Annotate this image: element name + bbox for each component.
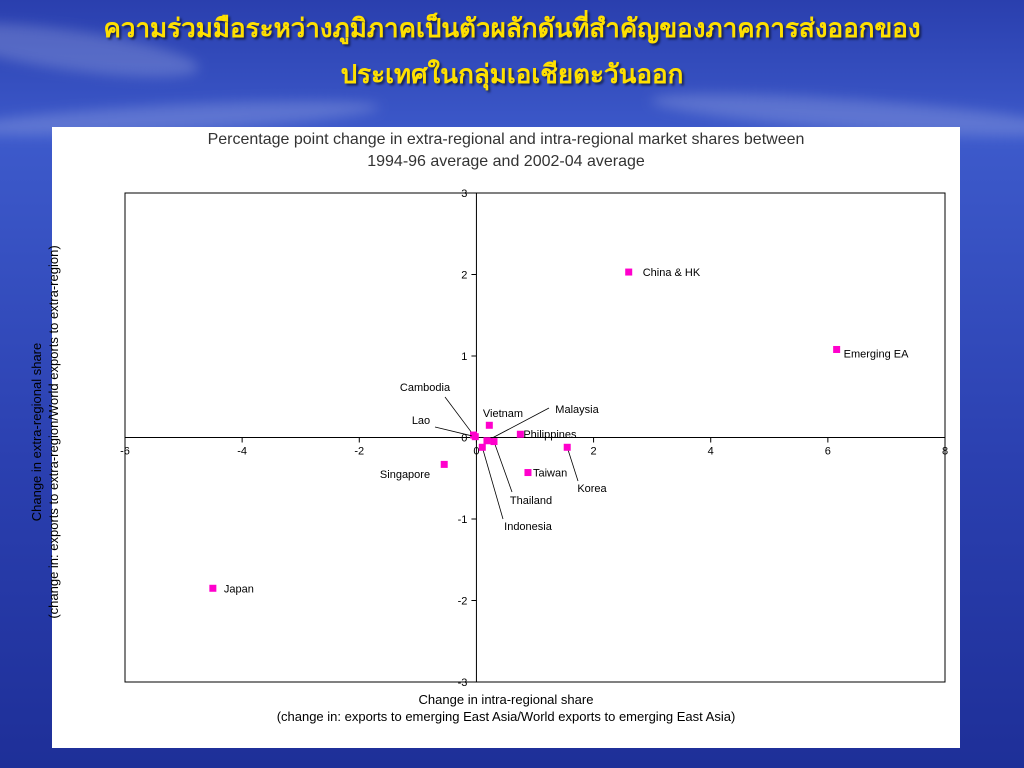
slide-title-line-1: ความร่วมมือระหว่างภูมิภาคเป็นตัวผลักดันท… bbox=[103, 14, 921, 44]
x-tick-label: 0 bbox=[473, 446, 479, 458]
point-philippines bbox=[516, 430, 524, 438]
x-tick-label: 2 bbox=[591, 446, 597, 458]
x-axis-title-line-1: Change in intra-regional share bbox=[418, 692, 594, 707]
leader-line-korea bbox=[566, 447, 579, 482]
point-taiwan bbox=[524, 469, 532, 477]
y-tick-label: 0 bbox=[461, 433, 467, 445]
point-label-korea: Korea bbox=[577, 483, 607, 495]
y-tick-label: 3 bbox=[461, 188, 467, 200]
point-label-lao: Lao bbox=[412, 415, 430, 427]
y-axis-title: Change in extra-regional share (change i… bbox=[28, 212, 62, 652]
point-emerging-ea bbox=[833, 345, 841, 353]
x-axis-title-line-2: (change in: exports to emerging East Asi… bbox=[276, 709, 736, 724]
point-label-singapore: Singapore bbox=[380, 469, 430, 481]
point-label-japan: Japan bbox=[224, 583, 254, 595]
point-malaysia bbox=[483, 437, 491, 445]
y-tick-label: 2 bbox=[461, 270, 467, 282]
point-label-philippines: Philippines bbox=[523, 429, 577, 441]
leader-line-cambodia bbox=[444, 396, 474, 436]
scatter-plot: -6 -4 -2 0 2 4 6 8 -3 -2 -1 0 1 2 3 China & HK Emerging … bbox=[120, 188, 948, 689]
y-tick-label: -3 bbox=[458, 677, 468, 689]
y-tick-label: 1 bbox=[461, 351, 467, 363]
point-label-china-hk: China & HK bbox=[643, 267, 701, 279]
x-tick-label: -6 bbox=[120, 446, 130, 458]
point-china-hk bbox=[625, 268, 633, 276]
point-label-malaysia: Malaysia bbox=[555, 404, 599, 416]
point-singapore bbox=[440, 460, 448, 468]
x-tick-label: -2 bbox=[354, 446, 364, 458]
point-thailand bbox=[490, 438, 498, 446]
chart-panel: Percentage point change in extra-regiona… bbox=[29, 127, 960, 748]
leader-line-indonesia bbox=[481, 447, 504, 520]
point-vietnam bbox=[485, 421, 493, 429]
slide-title: ความร่วมมือระหว่างภูมิภาคเป็นตัวผลักดันท… bbox=[0, 6, 1024, 98]
point-japan bbox=[209, 584, 217, 592]
y-tick-label: -2 bbox=[458, 596, 468, 608]
point-indonesia bbox=[478, 443, 486, 451]
slide-title-line-2: ประเทศในกลุ่มเอเชียตะวันออก bbox=[340, 60, 684, 90]
y-axis-title-line-2: (change in: exports to extra-region/Worl… bbox=[46, 245, 61, 619]
leader-line-malaysia bbox=[486, 407, 550, 442]
x-tick-label: 4 bbox=[708, 446, 714, 458]
x-tick-label: 6 bbox=[825, 446, 831, 458]
point-label-emerging-ea: Emerging EA bbox=[844, 348, 909, 360]
point-label-indonesia: Indonesia bbox=[504, 521, 553, 533]
chart-title-line-2: 1994-96 average and 2002-04 average bbox=[367, 153, 645, 170]
leader-line-lao bbox=[434, 426, 476, 438]
leader-line-thailand bbox=[493, 441, 513, 493]
point-label-taiwan: Taiwan bbox=[533, 468, 567, 480]
point-label-cambodia: Cambodia bbox=[400, 382, 451, 394]
y-tick-label: -1 bbox=[458, 514, 468, 526]
x-axis-title: Change in intra-regional share (change i… bbox=[22, 691, 990, 725]
x-tick-label: -4 bbox=[237, 446, 247, 458]
chart-title-line-1: Percentage point change in extra-regiona… bbox=[207, 131, 805, 148]
point-lao bbox=[471, 433, 479, 441]
point-korea bbox=[563, 443, 571, 451]
x-tick-label: 8 bbox=[942, 446, 948, 458]
point-label-thailand: Thailand bbox=[510, 495, 552, 507]
chart-title: Percentage point change in extra-regiona… bbox=[52, 129, 960, 173]
y-axis-title-line-1: Change in extra-regional share bbox=[29, 342, 44, 522]
point-label-vietnam: Vietnam bbox=[483, 408, 523, 420]
